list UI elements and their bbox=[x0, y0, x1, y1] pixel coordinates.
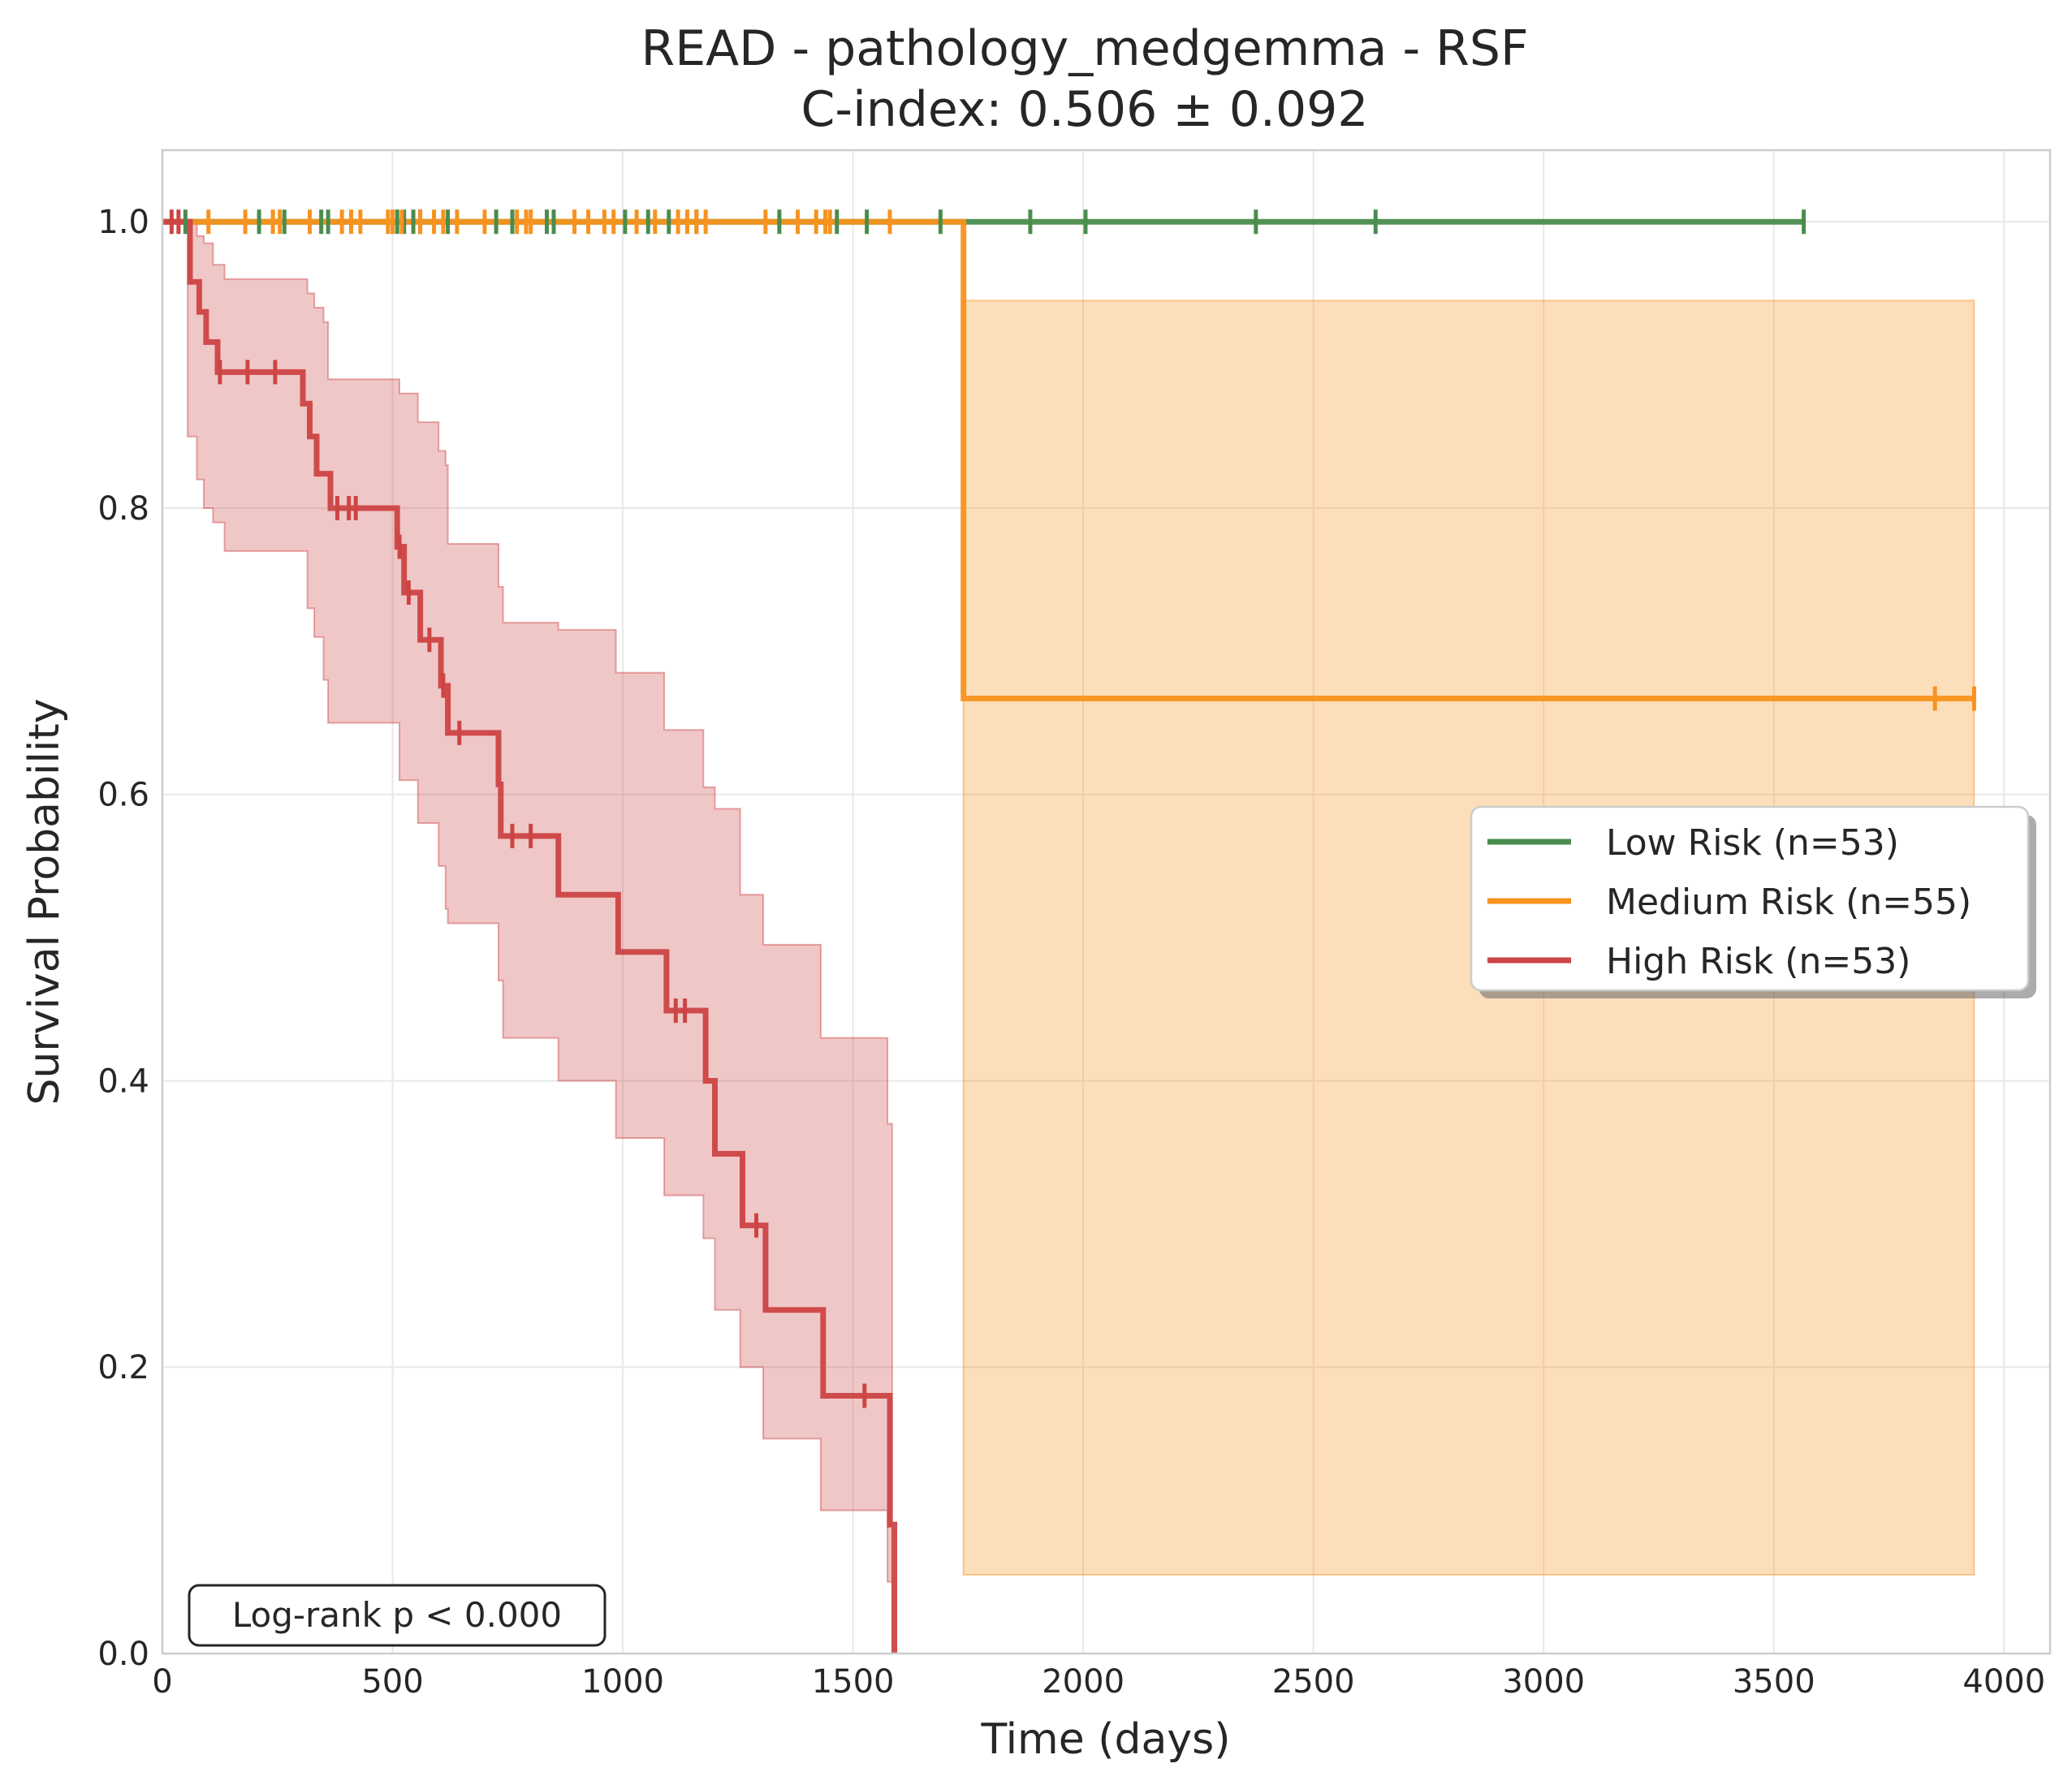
legend-box bbox=[1470, 805, 2030, 992]
x-tick-label: 3000 bbox=[1502, 1663, 1585, 1701]
legend-label-low-risk: Low Risk (n=53) bbox=[1606, 822, 1899, 864]
y-tick-label: 0.6 bbox=[97, 777, 149, 814]
x-tick-label: 2000 bbox=[1042, 1663, 1124, 1701]
log-rank-annotation: Log-rank p < 0.000 bbox=[188, 1584, 606, 1647]
x-tick-label: 0 bbox=[152, 1663, 172, 1701]
y-tick-labels: 0.0 0.2 0.4 0.6 0.8 1.0 bbox=[97, 204, 149, 1673]
y-tick-label: 0.4 bbox=[97, 1063, 149, 1100]
plot-frame bbox=[161, 149, 2052, 1655]
x-tick-label: 1500 bbox=[812, 1663, 895, 1701]
legend-label-high-risk: High Risk (n=53) bbox=[1606, 941, 1910, 982]
y-tick-label: 0.2 bbox=[97, 1349, 149, 1386]
grid-lines bbox=[162, 150, 2050, 1654]
chart-subtitle: C-index: 0.506 ± 0.092 bbox=[801, 81, 1369, 138]
annotation-box bbox=[188, 1584, 606, 1647]
x-axis-label: Time (days) bbox=[980, 1715, 1230, 1764]
legend: Low Risk (n=53) Medium Risk (n=55) High … bbox=[1470, 805, 2036, 998]
x-tick-label: 2500 bbox=[1272, 1663, 1355, 1701]
y-axis-label: Survival Probability bbox=[20, 698, 69, 1105]
ci-band-high-risk bbox=[162, 221, 893, 1653]
x-tick-label: 4000 bbox=[1962, 1663, 2045, 1701]
y-tick-label: 0.8 bbox=[97, 490, 149, 528]
curve-medium-risk bbox=[162, 218, 1975, 701]
x-tick-label: 3500 bbox=[1733, 1663, 1815, 1701]
legend-label-medium-risk: Medium Risk (n=55) bbox=[1606, 882, 1971, 923]
x-tick-label: 1000 bbox=[581, 1663, 664, 1701]
x-tick-label: 500 bbox=[361, 1663, 423, 1701]
chart-title: READ - pathology_medgemma - RSF bbox=[641, 20, 1529, 77]
x-tick-labels: 0 500 1000 1500 2000 2500 3000 3500 4000 bbox=[152, 1663, 2045, 1701]
ci-band-medium-risk bbox=[962, 300, 1975, 1576]
y-tick-label: 0.0 bbox=[97, 1636, 149, 1673]
confidence-bands bbox=[162, 221, 1975, 1653]
censor-marks bbox=[169, 209, 1976, 1408]
y-tick-label: 1.0 bbox=[97, 204, 149, 241]
log-rank-text: Log-rank p < 0.000 bbox=[232, 1595, 562, 1635]
